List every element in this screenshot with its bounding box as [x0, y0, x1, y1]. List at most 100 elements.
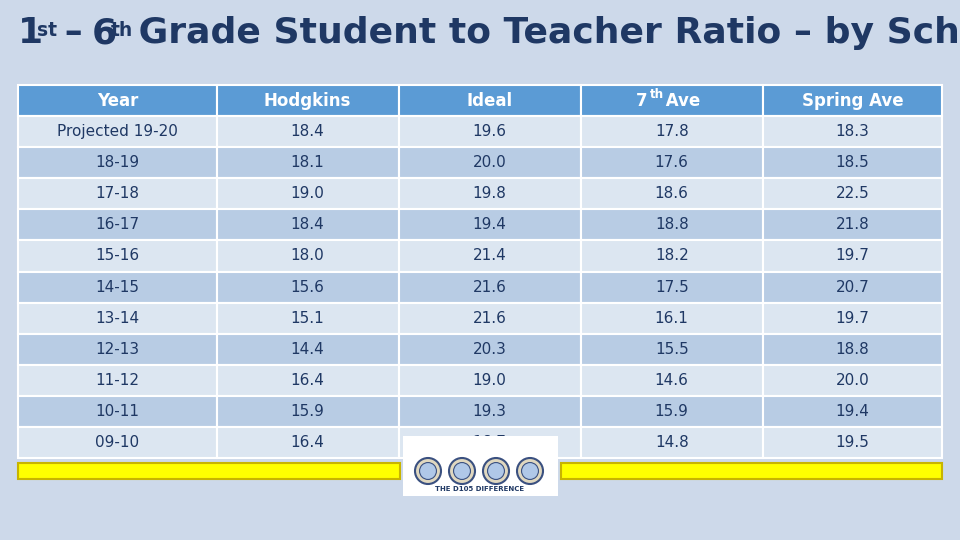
Text: th: th: [111, 21, 133, 40]
Text: Year: Year: [97, 92, 138, 110]
Bar: [217, 302, 398, 334]
Text: 17.5: 17.5: [655, 280, 688, 294]
Text: 14.8: 14.8: [655, 435, 688, 450]
Text: 19.3: 19.3: [472, 404, 507, 419]
Text: 17-18: 17-18: [95, 186, 139, 201]
Text: 18.3: 18.3: [835, 124, 870, 139]
Bar: [581, 396, 763, 427]
Text: 15.9: 15.9: [655, 404, 688, 419]
Text: –: –: [52, 16, 95, 50]
Text: 10-11: 10-11: [95, 404, 139, 419]
Bar: [18, 116, 217, 147]
Bar: [581, 302, 763, 334]
Circle shape: [483, 458, 509, 484]
Bar: [398, 427, 581, 458]
Text: 19.7: 19.7: [835, 310, 870, 326]
Text: 18.2: 18.2: [655, 248, 688, 264]
Text: 16-17: 16-17: [95, 218, 139, 232]
Bar: [763, 85, 942, 116]
Bar: [402, 436, 558, 496]
Text: 19.7: 19.7: [835, 248, 870, 264]
Text: 20.0: 20.0: [473, 155, 507, 170]
Circle shape: [420, 463, 437, 480]
Bar: [217, 427, 398, 458]
Text: 14.4: 14.4: [291, 342, 324, 357]
Bar: [398, 210, 581, 240]
Bar: [763, 364, 942, 396]
Bar: [217, 210, 398, 240]
Bar: [581, 334, 763, 364]
Bar: [581, 364, 763, 396]
Bar: [18, 334, 217, 364]
Text: 16.7: 16.7: [472, 435, 507, 450]
Bar: [18, 463, 399, 479]
Bar: [763, 396, 942, 427]
Bar: [561, 463, 942, 479]
Text: Ave: Ave: [660, 92, 700, 110]
Bar: [217, 272, 398, 302]
Text: 7: 7: [636, 92, 648, 110]
Bar: [217, 147, 398, 178]
Text: 15-16: 15-16: [95, 248, 139, 264]
Text: 1: 1: [18, 16, 43, 50]
Text: 18.0: 18.0: [291, 248, 324, 264]
Text: 18.1: 18.1: [291, 155, 324, 170]
Bar: [763, 178, 942, 210]
Bar: [18, 240, 217, 272]
Text: 16.4: 16.4: [291, 373, 324, 388]
Text: 19.4: 19.4: [835, 404, 870, 419]
Text: st: st: [37, 21, 57, 40]
Text: Projected 19-20: Projected 19-20: [57, 124, 178, 139]
Bar: [398, 302, 581, 334]
Text: 18.8: 18.8: [655, 218, 688, 232]
Text: 15.1: 15.1: [291, 310, 324, 326]
Circle shape: [517, 458, 543, 484]
Bar: [18, 396, 217, 427]
Text: 18.4: 18.4: [291, 124, 324, 139]
Text: 19.0: 19.0: [291, 186, 324, 201]
Text: 19.8: 19.8: [472, 186, 507, 201]
Text: 16.1: 16.1: [655, 310, 688, 326]
Bar: [763, 116, 942, 147]
Text: 11-12: 11-12: [95, 373, 139, 388]
Bar: [581, 147, 763, 178]
Text: 20.0: 20.0: [835, 373, 869, 388]
Bar: [763, 427, 942, 458]
Bar: [398, 178, 581, 210]
Circle shape: [415, 458, 441, 484]
Text: 17.6: 17.6: [655, 155, 688, 170]
Bar: [217, 396, 398, 427]
Text: 18-19: 18-19: [95, 155, 139, 170]
Text: 09-10: 09-10: [95, 435, 139, 450]
Bar: [217, 116, 398, 147]
Bar: [217, 178, 398, 210]
Text: 21.4: 21.4: [473, 248, 507, 264]
Text: Ideal: Ideal: [467, 92, 513, 110]
Text: THE D105 DIFFERENCE: THE D105 DIFFERENCE: [436, 486, 524, 492]
Text: 15.9: 15.9: [291, 404, 324, 419]
Bar: [581, 427, 763, 458]
Bar: [217, 85, 398, 116]
Text: 13-14: 13-14: [95, 310, 139, 326]
Text: 14-15: 14-15: [95, 280, 139, 294]
Text: 21.8: 21.8: [835, 218, 869, 232]
Circle shape: [453, 463, 470, 480]
Bar: [398, 116, 581, 147]
Text: 19.5: 19.5: [835, 435, 870, 450]
Text: 14.6: 14.6: [655, 373, 688, 388]
Text: Grade Student to Teacher Ratio – by School: Grade Student to Teacher Ratio – by Scho…: [126, 16, 960, 50]
Text: 20.7: 20.7: [835, 280, 869, 294]
Bar: [763, 147, 942, 178]
Bar: [398, 272, 581, 302]
Text: 12-13: 12-13: [95, 342, 139, 357]
Text: 18.8: 18.8: [835, 342, 869, 357]
Bar: [398, 364, 581, 396]
Bar: [18, 147, 217, 178]
Circle shape: [521, 463, 539, 480]
Text: th: th: [650, 88, 664, 101]
Circle shape: [488, 463, 504, 480]
Bar: [581, 116, 763, 147]
Bar: [217, 240, 398, 272]
Text: Hodgkins: Hodgkins: [264, 92, 351, 110]
Bar: [763, 302, 942, 334]
